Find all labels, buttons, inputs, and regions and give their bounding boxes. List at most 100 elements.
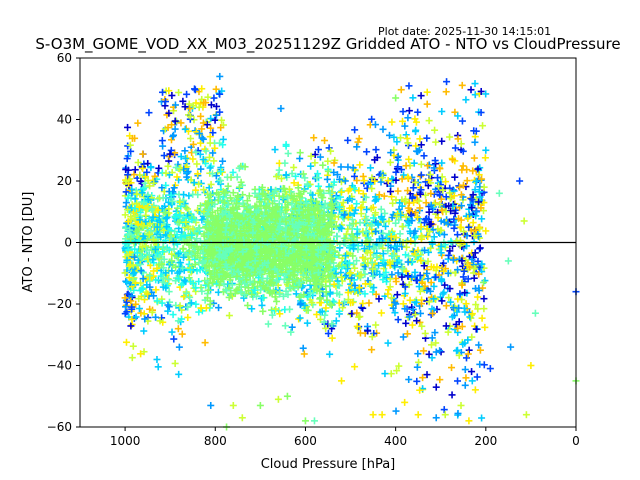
data-point	[417, 171, 425, 179]
data-point	[181, 200, 189, 208]
x-axis-label: Cloud Pressure [hPa]	[261, 457, 396, 472]
x-tick-label: 600	[294, 434, 317, 448]
data-point	[354, 246, 362, 254]
data-point	[383, 274, 391, 282]
data-point	[481, 323, 489, 331]
data-point	[132, 300, 140, 308]
data-point	[371, 121, 379, 129]
data-point	[414, 350, 422, 358]
data-point	[328, 334, 336, 342]
x-tick-label: 0	[572, 434, 580, 448]
data-point	[424, 275, 432, 283]
data-point	[358, 203, 366, 211]
data-point	[353, 143, 361, 151]
data-point	[475, 341, 483, 349]
data-point	[436, 376, 444, 384]
data-point	[396, 230, 404, 238]
y-tick-label: 20	[57, 174, 72, 188]
data-point	[382, 222, 390, 230]
data-point	[356, 161, 364, 169]
y-tick-label: 60	[57, 51, 72, 65]
data-point	[427, 341, 435, 349]
data-point	[359, 198, 367, 206]
data-point	[171, 359, 179, 367]
data-point	[392, 168, 400, 176]
data-point	[423, 134, 431, 142]
data-point	[454, 377, 462, 385]
data-point	[193, 160, 201, 168]
data-point	[216, 108, 224, 116]
data-point	[122, 188, 130, 196]
data-point	[307, 162, 315, 170]
data-point	[197, 112, 205, 120]
data-point	[197, 202, 205, 210]
data-point	[453, 231, 461, 239]
plot-date: Plot date: 2025-11-30 14:15:01	[378, 25, 551, 38]
data-point	[412, 142, 420, 150]
data-point	[324, 157, 332, 165]
data-point	[377, 309, 385, 317]
data-point	[392, 407, 400, 415]
x-tick-label: 1000	[110, 434, 141, 448]
data-point	[326, 350, 334, 358]
y-axis-label: ATO - NTO [DU]	[21, 192, 36, 293]
data-point	[351, 363, 359, 371]
y-tick-label: −40	[47, 359, 72, 373]
data-point	[321, 311, 329, 319]
data-point	[413, 317, 421, 325]
data-point	[158, 278, 166, 286]
y-tick-label: 40	[57, 113, 72, 127]
data-point	[478, 414, 486, 422]
data-point	[469, 219, 477, 227]
data-point	[390, 133, 398, 141]
data-point	[400, 171, 408, 179]
data-point	[451, 144, 459, 152]
data-point	[284, 150, 292, 158]
data-point	[344, 289, 352, 297]
data-point	[427, 279, 435, 287]
data-point	[423, 88, 431, 96]
data-point	[224, 182, 232, 190]
data-point	[317, 315, 325, 323]
data-points	[121, 72, 580, 431]
data-point	[344, 136, 352, 144]
data-point	[417, 141, 425, 149]
data-point	[168, 121, 176, 129]
data-point	[459, 162, 467, 170]
data-point	[365, 299, 373, 307]
data-point	[299, 344, 307, 352]
data-point	[412, 118, 420, 126]
data-point	[123, 308, 131, 316]
data-point	[388, 175, 396, 183]
data-point	[405, 375, 413, 383]
data-point	[471, 91, 479, 99]
data-point	[300, 350, 308, 358]
data-point	[233, 173, 241, 181]
data-point	[211, 116, 219, 124]
data-point	[474, 305, 482, 313]
data-point	[372, 146, 380, 154]
data-point	[389, 304, 397, 312]
data-point	[281, 322, 289, 330]
data-point	[397, 166, 405, 174]
data-point	[215, 304, 223, 312]
data-point	[135, 295, 143, 303]
data-point	[428, 334, 436, 342]
data-point	[467, 195, 475, 203]
data-point	[350, 184, 358, 192]
data-point	[422, 191, 430, 199]
chart-title: S-O3M_GOME_VOD_XX_M03_20251129Z Gridded …	[35, 35, 620, 54]
data-point	[165, 109, 173, 117]
data-point	[462, 300, 470, 308]
data-point	[357, 303, 365, 311]
data-point	[468, 333, 476, 341]
data-point	[473, 177, 481, 185]
data-point	[370, 214, 378, 222]
data-point	[244, 301, 252, 309]
y-tick-label: −20	[47, 297, 72, 311]
data-point	[417, 160, 425, 168]
x-tick-label: 200	[474, 434, 497, 448]
data-point	[205, 153, 213, 161]
data-point	[292, 172, 300, 180]
